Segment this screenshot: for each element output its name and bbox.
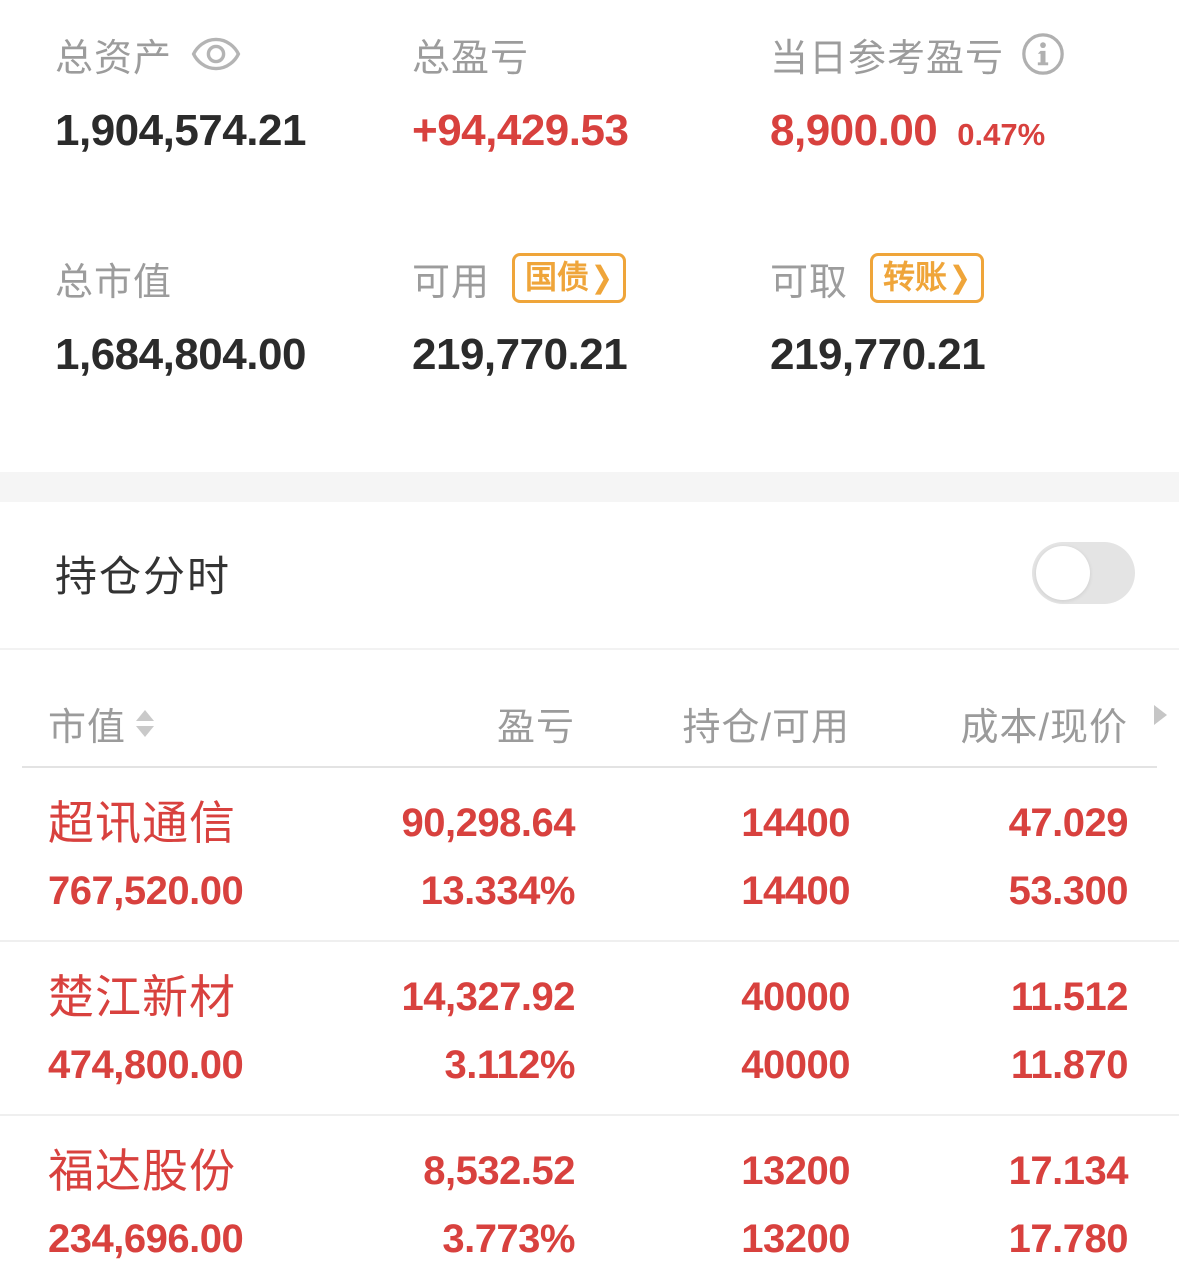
treasury-bond-badge[interactable]: 国债 ❯ bbox=[512, 253, 626, 303]
available-qty: 13200 bbox=[741, 1217, 850, 1261]
pl-percent: 3.112% bbox=[444, 1043, 576, 1087]
cost-value: 47.029 bbox=[1008, 801, 1129, 845]
pl-amount: 8,532.52 bbox=[423, 1149, 575, 1193]
pl-percent: 3.773% bbox=[442, 1217, 575, 1261]
available-funds-card: 可用 国债 ❯ 219,770.21 bbox=[412, 252, 770, 388]
intraday-toggle[interactable] bbox=[1032, 542, 1135, 604]
chevron-right-icon: ❯ bbox=[949, 259, 971, 294]
holdings-table: 市值 盈亏 持仓/可用 成本/现价 超讯通信 767,520.00 90,298… bbox=[0, 650, 1179, 1288]
available-funds-label: 可用 bbox=[412, 261, 491, 304]
pl-cell: 14,327.92 3.112% bbox=[298, 968, 576, 1090]
available-qty: 14400 bbox=[741, 869, 850, 913]
chevron-right-icon: ❯ bbox=[591, 259, 613, 294]
eye-icon[interactable] bbox=[190, 35, 242, 73]
total-pl-card: 总盈亏 +94,429.53 bbox=[412, 28, 770, 164]
withdrawable-funds-label: 可取 bbox=[770, 261, 849, 304]
stock-market-value: 767,520.00 bbox=[48, 869, 244, 913]
header-position-available: 持仓/可用 bbox=[682, 706, 850, 749]
current-price: 11.870 bbox=[1010, 1043, 1129, 1087]
transfer-badge[interactable]: 转账 ❯ bbox=[870, 253, 984, 303]
section-separator bbox=[0, 472, 1179, 502]
pl-amount: 14,327.92 bbox=[401, 975, 576, 1019]
current-price: 17.780 bbox=[1008, 1217, 1129, 1261]
stock-cell: 福达股份 234,696.00 bbox=[48, 1142, 298, 1264]
cost-price-cell: 17.134 17.780 bbox=[850, 1142, 1129, 1264]
position-qty: 14400 bbox=[741, 801, 850, 845]
portfolio-page: 总资产 1,904,574.21 总盈亏 +94,429.53 当日参考盈亏 bbox=[0, 0, 1179, 1261]
total-assets-label: 总资产 bbox=[55, 37, 173, 80]
available-qty: 40000 bbox=[741, 1043, 850, 1087]
cost-price-cell: 47.029 53.300 bbox=[850, 794, 1129, 916]
holdings-intraday-title: 持仓分时 bbox=[55, 552, 232, 600]
cost-price-cell: 11.512 11.870 bbox=[850, 968, 1129, 1090]
current-price: 53.300 bbox=[1008, 869, 1129, 913]
transfer-badge-text: 转账 bbox=[883, 259, 948, 295]
daily-pl-label: 当日参考盈亏 bbox=[770, 37, 1005, 80]
stock-market-value: 474,800.00 bbox=[48, 1043, 244, 1087]
position-qty: 13200 bbox=[741, 1149, 850, 1193]
table-row[interactable]: 超讯通信 767,520.00 90,298.64 13.334% 14400 … bbox=[0, 768, 1179, 942]
stock-market-value: 234,696.00 bbox=[48, 1217, 244, 1261]
total-market-value-card: 总市值 1,684,804.00 bbox=[55, 252, 412, 388]
info-icon[interactable] bbox=[1020, 31, 1066, 77]
columns-more-arrow-icon[interactable] bbox=[1154, 705, 1167, 725]
pl-cell: 8,532.52 3.773% bbox=[298, 1142, 575, 1264]
pl-amount: 90,298.64 bbox=[401, 801, 576, 845]
position-cell: 40000 40000 bbox=[575, 968, 850, 1090]
stock-name: 楚江新材 bbox=[48, 971, 236, 1023]
withdrawable-funds-value: 219,770.21 bbox=[770, 330, 986, 379]
daily-pl-card: 当日参考盈亏 8,900.00 0.47% bbox=[770, 28, 1179, 164]
daily-pl-percent: 0.47% bbox=[957, 117, 1046, 152]
cost-value: 11.512 bbox=[1010, 975, 1129, 1019]
sort-up-icon bbox=[136, 709, 155, 721]
cost-value: 17.134 bbox=[1008, 1149, 1129, 1193]
stock-name: 福达股份 bbox=[48, 1145, 236, 1197]
total-pl-value: +94,429.53 bbox=[412, 106, 629, 155]
table-row[interactable]: 楚江新材 474,800.00 14,327.92 3.112% 40000 4… bbox=[0, 942, 1179, 1116]
total-assets-value: 1,904,574.21 bbox=[55, 106, 306, 155]
header-market-value[interactable]: 市值 bbox=[48, 696, 298, 751]
position-qty: 40000 bbox=[741, 975, 850, 1019]
total-assets-card: 总资产 1,904,574.21 bbox=[55, 28, 412, 164]
position-cell: 14400 14400 bbox=[575, 794, 850, 916]
pl-cell: 90,298.64 13.334% bbox=[298, 794, 576, 916]
holdings-section-header: 持仓分时 bbox=[0, 502, 1179, 650]
sort-icon bbox=[136, 709, 155, 737]
header-divider bbox=[22, 766, 1157, 768]
total-market-value-label: 总市值 bbox=[55, 261, 173, 304]
withdrawable-funds-card: 可取 转账 ❯ 219,770.21 bbox=[770, 252, 1179, 388]
toggle-knob bbox=[1036, 546, 1090, 600]
treasury-bond-badge-text: 国债 bbox=[525, 259, 590, 295]
available-funds-value: 219,770.21 bbox=[412, 330, 628, 379]
sort-down-icon bbox=[136, 725, 155, 737]
pl-percent: 13.334% bbox=[420, 869, 576, 913]
table-header-row: 市值 盈亏 持仓/可用 成本/现价 bbox=[0, 650, 1179, 766]
header-cost-price: 成本/现价 bbox=[960, 706, 1128, 749]
header-profit-loss: 盈亏 bbox=[496, 706, 575, 749]
table-row[interactable]: 福达股份 234,696.00 8,532.52 3.773% 13200 13… bbox=[0, 1116, 1179, 1288]
stock-cell: 楚江新材 474,800.00 bbox=[48, 968, 298, 1090]
stock-cell: 超讯通信 767,520.00 bbox=[48, 794, 298, 916]
position-cell: 13200 13200 bbox=[575, 1142, 850, 1264]
account-summary: 总资产 1,904,574.21 总盈亏 +94,429.53 当日参考盈亏 bbox=[0, 0, 1179, 472]
daily-pl-value: 8,900.00 bbox=[770, 106, 938, 155]
stock-name: 超讯通信 bbox=[48, 797, 236, 849]
total-pl-label: 总盈亏 bbox=[412, 37, 530, 80]
total-market-value-value: 1,684,804.00 bbox=[55, 330, 306, 379]
